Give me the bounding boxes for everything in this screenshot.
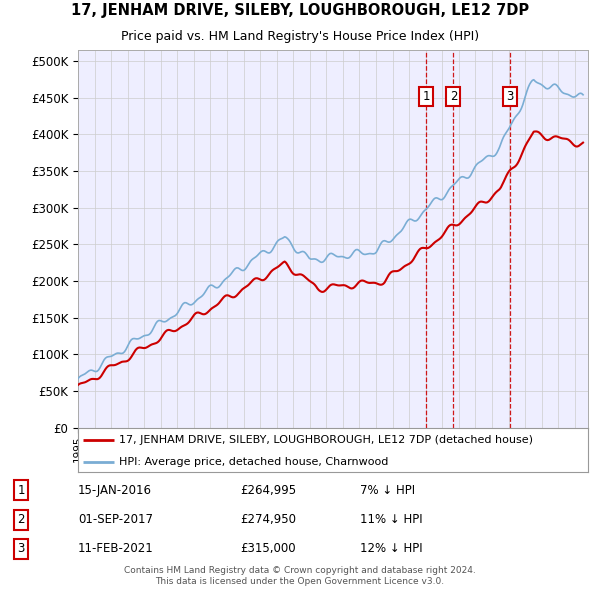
Text: Contains HM Land Registry data © Crown copyright and database right 2024.
This d: Contains HM Land Registry data © Crown c… xyxy=(124,566,476,586)
Text: 3: 3 xyxy=(17,542,25,555)
Text: 11% ↓ HPI: 11% ↓ HPI xyxy=(360,513,422,526)
Text: 15-JAN-2016: 15-JAN-2016 xyxy=(78,484,152,497)
Text: 01-SEP-2017: 01-SEP-2017 xyxy=(78,513,153,526)
Text: £274,950: £274,950 xyxy=(240,513,296,526)
Text: 1: 1 xyxy=(422,90,430,103)
Text: Price paid vs. HM Land Registry's House Price Index (HPI): Price paid vs. HM Land Registry's House … xyxy=(121,30,479,43)
Text: 7% ↓ HPI: 7% ↓ HPI xyxy=(360,484,415,497)
Text: 3: 3 xyxy=(506,90,514,103)
Text: 11-FEB-2021: 11-FEB-2021 xyxy=(78,542,154,555)
Text: £315,000: £315,000 xyxy=(240,542,296,555)
Text: 1: 1 xyxy=(17,484,25,497)
Text: £264,995: £264,995 xyxy=(240,484,296,497)
Text: 2: 2 xyxy=(17,513,25,526)
Text: 12% ↓ HPI: 12% ↓ HPI xyxy=(360,542,422,555)
Text: 17, JENHAM DRIVE, SILEBY, LOUGHBOROUGH, LE12 7DP (detached house): 17, JENHAM DRIVE, SILEBY, LOUGHBOROUGH, … xyxy=(119,435,533,445)
Text: HPI: Average price, detached house, Charnwood: HPI: Average price, detached house, Char… xyxy=(119,457,388,467)
Text: 2: 2 xyxy=(449,90,457,103)
Text: 17, JENHAM DRIVE, SILEBY, LOUGHBOROUGH, LE12 7DP: 17, JENHAM DRIVE, SILEBY, LOUGHBOROUGH, … xyxy=(71,3,529,18)
